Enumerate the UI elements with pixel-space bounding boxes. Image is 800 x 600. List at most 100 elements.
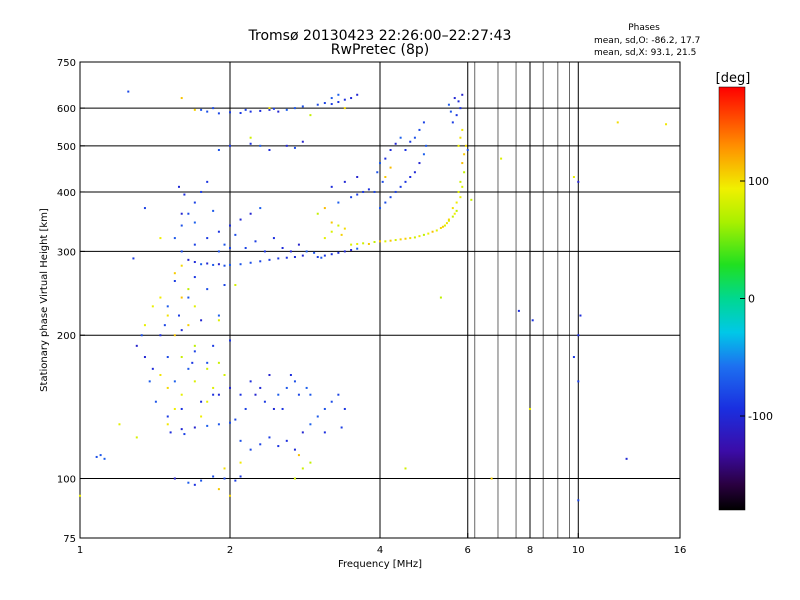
data-point — [293, 146, 296, 149]
data-point — [193, 305, 196, 308]
data-point — [337, 393, 340, 396]
data-point — [457, 190, 460, 193]
data-point — [239, 475, 242, 478]
data-point — [330, 103, 333, 106]
data-point — [239, 393, 242, 396]
data-point — [305, 250, 308, 253]
data-point — [323, 431, 326, 434]
data-point — [244, 407, 247, 410]
data-point — [229, 263, 231, 266]
data-point — [212, 393, 215, 396]
data-point — [356, 175, 359, 178]
data-point — [293, 107, 296, 110]
data-point — [490, 477, 493, 480]
data-point — [239, 112, 242, 115]
data-point — [223, 243, 226, 246]
data-point — [166, 305, 169, 308]
data-point — [457, 100, 460, 103]
colorbar-ticks: 100 0 -100 — [740, 175, 773, 423]
data-point — [422, 121, 425, 124]
data-point — [234, 479, 237, 482]
data-point — [173, 280, 176, 283]
data-point — [373, 190, 376, 193]
data-point — [259, 109, 262, 112]
data-point — [249, 380, 252, 383]
data-point — [323, 407, 326, 410]
data-point — [193, 350, 196, 353]
y-axis-ticks: 75 100 200 300 400 500 600 750 — [57, 58, 85, 545]
stats-line-x: mean, sd,X: 93.1, 21.5 — [594, 48, 696, 58]
data-point — [154, 400, 157, 403]
data-point — [193, 261, 196, 264]
data-point — [277, 110, 280, 113]
data-point — [384, 201, 387, 204]
data-point — [200, 319, 203, 322]
data-point — [193, 108, 196, 111]
data-point — [572, 175, 575, 178]
data-point — [99, 454, 102, 457]
data-point — [217, 393, 220, 396]
data-point — [289, 250, 292, 253]
data-point — [200, 263, 203, 266]
data-point — [350, 97, 353, 100]
data-point — [187, 212, 190, 215]
data-point — [193, 221, 196, 224]
data-point — [439, 226, 442, 229]
data-point — [343, 407, 346, 410]
y-tick-label: 400 — [57, 188, 76, 199]
data-point — [316, 212, 319, 215]
data-point — [223, 374, 226, 377]
data-point — [453, 97, 456, 100]
data-point — [217, 112, 220, 115]
data-point — [305, 386, 308, 389]
data-point — [212, 475, 215, 478]
data-point — [330, 221, 333, 224]
data-point — [461, 162, 464, 165]
data-point — [177, 185, 180, 188]
data-point — [277, 393, 280, 396]
points-layer — [79, 90, 668, 502]
data-point — [272, 107, 275, 110]
data-point — [500, 157, 503, 160]
data-point — [217, 319, 220, 322]
data-point — [217, 263, 220, 266]
data-point — [249, 212, 252, 215]
data-point — [229, 421, 231, 424]
data-point — [343, 250, 346, 253]
data-point — [447, 219, 450, 222]
data-point — [285, 256, 288, 259]
data-point — [409, 237, 412, 240]
x-tick-label: 6 — [465, 545, 471, 556]
data-point — [330, 97, 333, 100]
data-point — [229, 144, 231, 147]
colorbar-tick-label: 100 — [748, 175, 769, 188]
data-point — [277, 445, 280, 448]
data-point — [249, 136, 252, 139]
data-point — [461, 185, 464, 188]
x-tick-label: 16 — [674, 545, 687, 556]
data-point — [191, 361, 194, 364]
data-point — [95, 455, 98, 458]
y-tick-label: 200 — [57, 331, 76, 342]
data-point — [394, 142, 397, 145]
data-point — [268, 436, 271, 439]
data-point — [285, 108, 288, 111]
data-point — [234, 284, 237, 287]
data-point — [200, 108, 203, 111]
data-point — [404, 180, 407, 183]
data-point — [187, 481, 190, 484]
data-point — [413, 136, 416, 139]
data-point — [193, 483, 196, 486]
data-point — [135, 344, 138, 347]
data-point — [180, 407, 183, 410]
data-point — [206, 237, 209, 240]
data-point — [330, 253, 333, 256]
data-point — [301, 254, 304, 257]
data-point — [459, 180, 462, 183]
data-point — [263, 400, 266, 403]
data-point — [404, 467, 407, 470]
data-point — [268, 148, 271, 151]
data-point — [461, 93, 464, 96]
data-point — [180, 428, 183, 431]
